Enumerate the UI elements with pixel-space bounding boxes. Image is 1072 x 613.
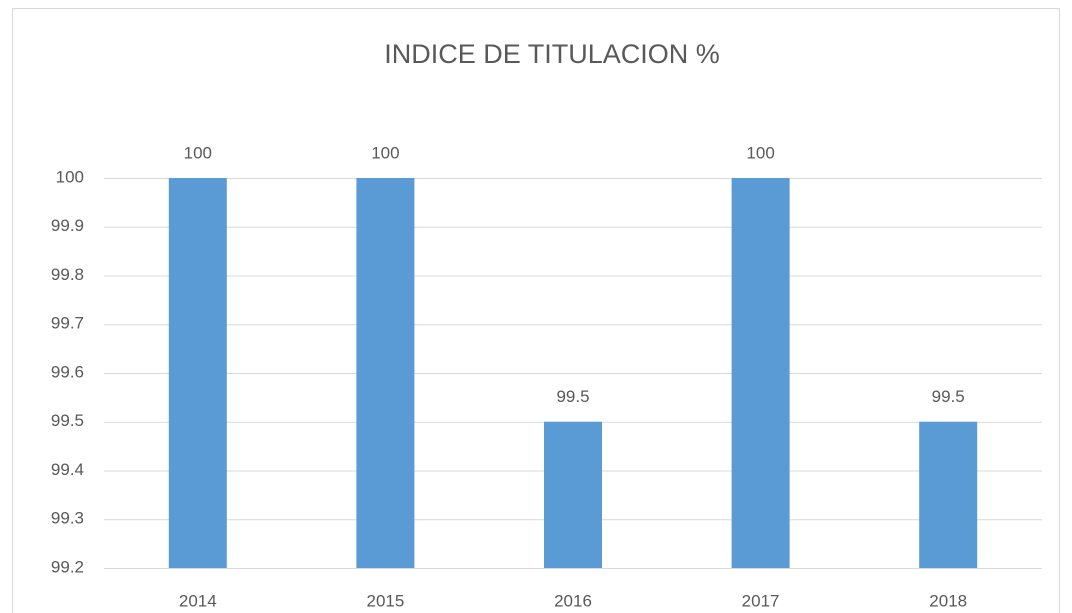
y-tick-label: 100 — [56, 167, 84, 186]
y-tick-label: 99.8 — [51, 265, 84, 284]
y-tick-label: 99.2 — [51, 557, 84, 576]
x-tick-label: 2016 — [554, 591, 592, 610]
x-tick-label: 2018 — [929, 591, 967, 610]
bar — [919, 421, 978, 568]
data-label: 99.5 — [556, 387, 589, 406]
bar — [356, 178, 415, 568]
bar — [731, 178, 790, 568]
data-label: 100 — [184, 143, 212, 162]
data-label: 100 — [371, 143, 399, 162]
y-tick-label: 99.4 — [51, 460, 84, 479]
y-tick-label: 99.3 — [51, 509, 84, 528]
bar — [168, 178, 227, 568]
data-label: 99.5 — [932, 387, 965, 406]
y-tick-label: 99.7 — [51, 314, 84, 333]
x-tick-label: 2017 — [742, 591, 780, 610]
y-tick-label: 99.5 — [51, 411, 84, 430]
x-tick-label: 2015 — [366, 591, 404, 610]
bar — [544, 421, 602, 568]
y-tick-label: 99.9 — [51, 216, 84, 235]
chart-title: INDICE DE TITULACION % — [384, 39, 720, 69]
data-label: 100 — [746, 143, 774, 162]
y-tick-label: 99.6 — [51, 362, 84, 381]
x-tick-label: 2014 — [179, 591, 217, 610]
